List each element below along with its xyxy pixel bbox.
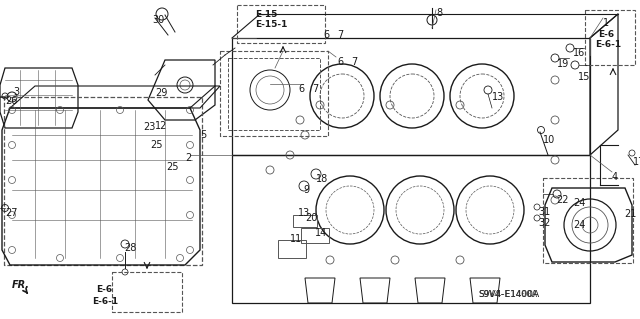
- Text: E-6-1: E-6-1: [595, 40, 621, 49]
- Text: S9V4-E1400A: S9V4-E1400A: [478, 290, 539, 299]
- Text: 30: 30: [152, 15, 164, 25]
- Text: 3: 3: [13, 87, 19, 97]
- Bar: [543, 178, 633, 263]
- Bar: [585, 10, 635, 65]
- Text: 26: 26: [5, 96, 17, 106]
- Text: 19: 19: [557, 59, 569, 69]
- Text: 27: 27: [5, 208, 17, 218]
- Bar: [112, 272, 182, 312]
- Text: 22: 22: [556, 195, 568, 205]
- Text: 7: 7: [337, 30, 343, 40]
- Text: 25: 25: [166, 162, 179, 172]
- Bar: [301, 228, 329, 243]
- Text: 21: 21: [624, 209, 636, 219]
- Text: 8: 8: [436, 8, 442, 18]
- Text: 5: 5: [200, 130, 206, 140]
- Text: 2: 2: [185, 153, 191, 163]
- Text: FR.: FR.: [12, 280, 30, 293]
- Text: 31: 31: [538, 207, 550, 217]
- Text: 12: 12: [155, 121, 168, 131]
- Bar: [220, 51, 328, 136]
- Bar: [278, 240, 306, 258]
- Text: 17: 17: [633, 157, 640, 167]
- Bar: [4, 97, 202, 265]
- Text: 7: 7: [312, 84, 318, 94]
- Text: E-6-1: E-6-1: [92, 297, 118, 306]
- Text: 13: 13: [492, 92, 504, 102]
- Text: 23: 23: [143, 122, 156, 132]
- Text: 7: 7: [351, 57, 357, 67]
- Text: 28: 28: [124, 243, 136, 253]
- Text: E-15: E-15: [255, 10, 277, 19]
- Text: 6: 6: [323, 30, 329, 40]
- Text: 18: 18: [316, 174, 328, 184]
- Text: 25: 25: [150, 140, 163, 150]
- Text: 1: 1: [603, 18, 609, 28]
- Text: 6: 6: [337, 57, 343, 67]
- Text: 29: 29: [155, 88, 168, 98]
- Text: E-6: E-6: [96, 285, 112, 294]
- Text: 6: 6: [298, 84, 304, 94]
- Text: 24: 24: [573, 220, 586, 230]
- Bar: [293, 215, 317, 227]
- Text: 24: 24: [573, 198, 586, 208]
- Text: S9V4-E1400A: S9V4-E1400A: [478, 290, 537, 299]
- Text: 9: 9: [303, 185, 309, 195]
- Text: 4: 4: [612, 172, 618, 182]
- Text: 11: 11: [290, 234, 302, 244]
- Text: 20: 20: [305, 213, 317, 223]
- Text: 32: 32: [538, 218, 550, 228]
- Text: 15: 15: [578, 72, 590, 82]
- Text: E-6: E-6: [598, 30, 614, 39]
- Text: 13: 13: [298, 208, 310, 218]
- Text: E-15-1: E-15-1: [255, 20, 287, 29]
- Text: 10: 10: [543, 135, 556, 145]
- Bar: [237, 5, 325, 43]
- Text: 14: 14: [315, 228, 327, 238]
- Text: 16: 16: [573, 48, 585, 58]
